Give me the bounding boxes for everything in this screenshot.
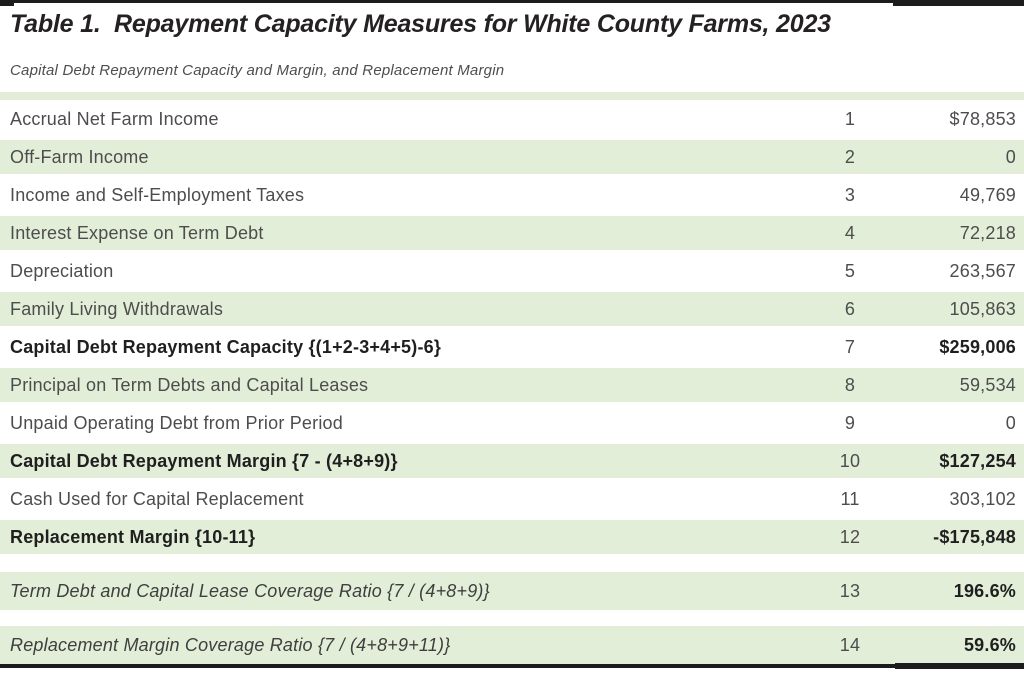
row-value: 0 xyxy=(1005,412,1016,433)
row-line-number: 11 xyxy=(840,488,860,509)
row-value: $259,006 xyxy=(939,336,1016,357)
table-row: Capital Debt Repayment Capacity {(1+2-3+… xyxy=(0,328,1024,366)
row-value: 105,863 xyxy=(949,298,1016,319)
row-label: Capital Debt Repayment Capacity {(1+2-3+… xyxy=(10,336,442,357)
table-row: Capital Debt Repayment Margin {7 - (4+8+… xyxy=(0,442,1024,480)
row-line-number: 9 xyxy=(844,412,856,433)
row-value: 0 xyxy=(1005,146,1016,167)
table-row: Depreciation 5 263,567 xyxy=(0,252,1024,290)
row-line-number: 2 xyxy=(844,146,856,167)
row-line-number: 13 xyxy=(839,580,861,601)
top-rule-right-segment xyxy=(893,0,1024,6)
row-value: 263,567 xyxy=(949,260,1016,281)
row-value: 59,534 xyxy=(959,374,1016,395)
table-subtitle: Capital Debt Repayment Capacity and Marg… xyxy=(10,62,505,79)
table-row: Family Living Withdrawals 6 105,863 xyxy=(0,290,1024,328)
row-value: 303,102 xyxy=(949,488,1016,509)
row-line-number: 12 xyxy=(839,526,861,547)
row-value: 196.6% xyxy=(953,580,1016,601)
table-row: Term Debt and Capital Lease Coverage Rat… xyxy=(0,572,1024,610)
row-value: 72,218 xyxy=(959,222,1016,243)
table-row: Accrual Net Farm Income 1 $78,853 xyxy=(0,100,1024,138)
row-line-number: 1 xyxy=(844,108,856,129)
header-separator-band xyxy=(0,92,1024,100)
row-value: 49,769 xyxy=(959,184,1016,205)
table-row: Income and Self-Employment Taxes 3 49,76… xyxy=(0,176,1024,214)
row-line-number: 10 xyxy=(839,450,861,471)
table-row: Replacement Margin Coverage Ratio {7 / (… xyxy=(0,626,1024,664)
row-label: Income and Self-Employment Taxes xyxy=(10,184,305,205)
row-value: $78,853 xyxy=(949,108,1016,129)
top-rule-left-segment xyxy=(0,0,14,6)
row-line-number: 5 xyxy=(844,260,856,281)
row-label: Replacement Margin Coverage Ratio {7 / (… xyxy=(10,634,451,655)
table-row: Principal on Term Debts and Capital Leas… xyxy=(0,366,1024,404)
row-label: Cash Used for Capital Replacement xyxy=(10,488,304,509)
row-line-number: 6 xyxy=(844,298,856,319)
row-label: Off-Farm Income xyxy=(10,146,149,167)
row-label: Interest Expense on Term Debt xyxy=(10,222,264,243)
row-label: Principal on Term Debts and Capital Leas… xyxy=(10,374,369,395)
bottom-rule xyxy=(0,664,1024,668)
table-row: Cash Used for Capital Replacement 11 303… xyxy=(0,480,1024,518)
table-row: Off-Farm Income 2 0 xyxy=(0,138,1024,176)
row-line-number: 3 xyxy=(844,184,856,205)
row-line-number: 4 xyxy=(844,222,856,243)
row-line-number: 14 xyxy=(839,634,861,655)
row-label: Accrual Net Farm Income xyxy=(10,108,219,129)
row-label: Family Living Withdrawals xyxy=(10,298,224,319)
row-label: Term Debt and Capital Lease Coverage Rat… xyxy=(10,580,490,601)
row-value: $127,254 xyxy=(939,450,1016,471)
row-label: Unpaid Operating Debt from Prior Period xyxy=(10,412,343,433)
row-value: 59.6% xyxy=(963,634,1016,655)
table-title: Table 1. Repayment Capacity Measures for… xyxy=(10,10,831,38)
table-body: Accrual Net Farm Income 1 $78,853 Off-Fa… xyxy=(0,100,1024,664)
table-row: Unpaid Operating Debt from Prior Period … xyxy=(0,404,1024,442)
row-line-number: 7 xyxy=(844,336,856,357)
table-row: Replacement Margin {10-11} 12 -$175,848 xyxy=(0,518,1024,556)
row-line-number: 8 xyxy=(844,374,856,395)
row-value: -$175,848 xyxy=(933,526,1016,547)
row-label: Capital Debt Repayment Margin {7 - (4+8+… xyxy=(10,450,398,471)
top-rule xyxy=(0,0,1024,3)
row-label: Replacement Margin {10-11} xyxy=(10,526,256,547)
bottom-rule-right-segment xyxy=(895,663,1024,669)
row-label: Depreciation xyxy=(10,260,114,281)
table-row: Interest Expense on Term Debt 4 72,218 xyxy=(0,214,1024,252)
